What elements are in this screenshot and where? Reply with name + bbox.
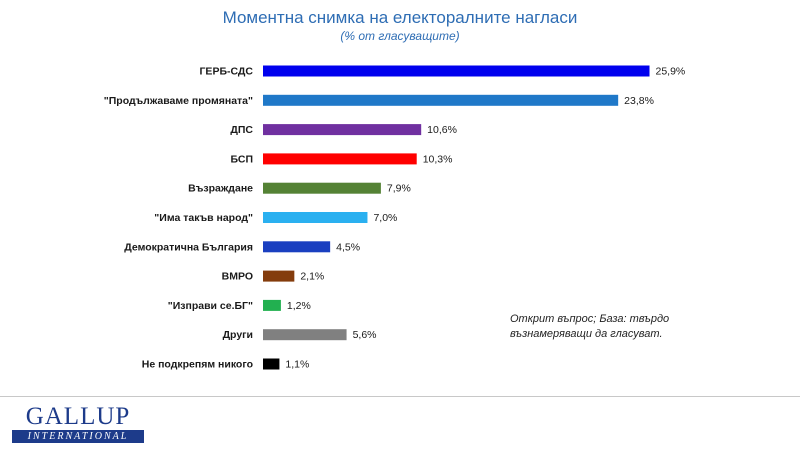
value-label: 7,0% [373, 212, 397, 224]
bar [263, 329, 347, 341]
logo-main-text: GALLUP [25, 403, 131, 430]
value-label: 10,6% [427, 124, 457, 136]
bar [263, 299, 281, 311]
bar [263, 270, 295, 282]
value-label: 1,2% [287, 300, 311, 312]
bar [263, 241, 331, 253]
bar [263, 65, 650, 77]
category-label: ВМРО [222, 271, 253, 283]
category-label: Не подкрепям никого [142, 359, 253, 371]
value-label: 5,6% [353, 329, 377, 341]
value-label: 7,9% [387, 183, 411, 195]
category-label: "Има такъв народ" [154, 212, 253, 224]
chart-subtitle: (% от гласуващите) [340, 29, 460, 43]
value-label: 25,9% [656, 66, 686, 78]
bar [263, 153, 417, 165]
category-label: "Продължаваме промяната" [104, 95, 253, 107]
bar [263, 212, 368, 223]
logo-sub-text: INTERNATIONAL [12, 430, 144, 443]
footer-divider [0, 396, 800, 397]
bar-chart: ГЕРБ-СДС 25,9% "Продължаваме промяната" 23,… [104, 65, 686, 371]
value-label: 4,5% [336, 241, 360, 253]
category-label: Възраждане [188, 183, 253, 195]
chart-title: Моментна снимка на електоралните нагласи [222, 8, 578, 27]
value-label: 10,3% [423, 153, 453, 165]
value-label: 1,1% [285, 359, 309, 371]
category-label: БСП [230, 153, 253, 165]
footnote: Открит въпрос; База: твърдо възнамеряващ… [510, 313, 670, 340]
category-label: Демократична България [124, 241, 253, 253]
category-label: Други [223, 329, 253, 341]
category-label: ГЕРБ-СДС [199, 66, 253, 78]
gallup-logo: GALLUP INTERNATIONAL [12, 404, 144, 444]
bar [263, 358, 280, 370]
bar [263, 94, 619, 106]
bar [263, 124, 422, 136]
bar [263, 182, 381, 194]
category-label: "Изправи се.БГ" [168, 300, 253, 312]
value-label: 2,1% [300, 271, 324, 283]
value-label: 23,8% [624, 95, 654, 107]
category-label: ДПС [230, 124, 253, 136]
